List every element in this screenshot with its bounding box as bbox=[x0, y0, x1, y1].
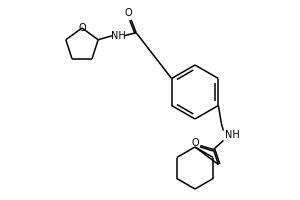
Text: NH: NH bbox=[111, 31, 125, 41]
Text: O: O bbox=[124, 8, 132, 18]
Text: O: O bbox=[78, 23, 86, 33]
Text: NH: NH bbox=[225, 130, 240, 140]
Text: O: O bbox=[192, 138, 199, 148]
